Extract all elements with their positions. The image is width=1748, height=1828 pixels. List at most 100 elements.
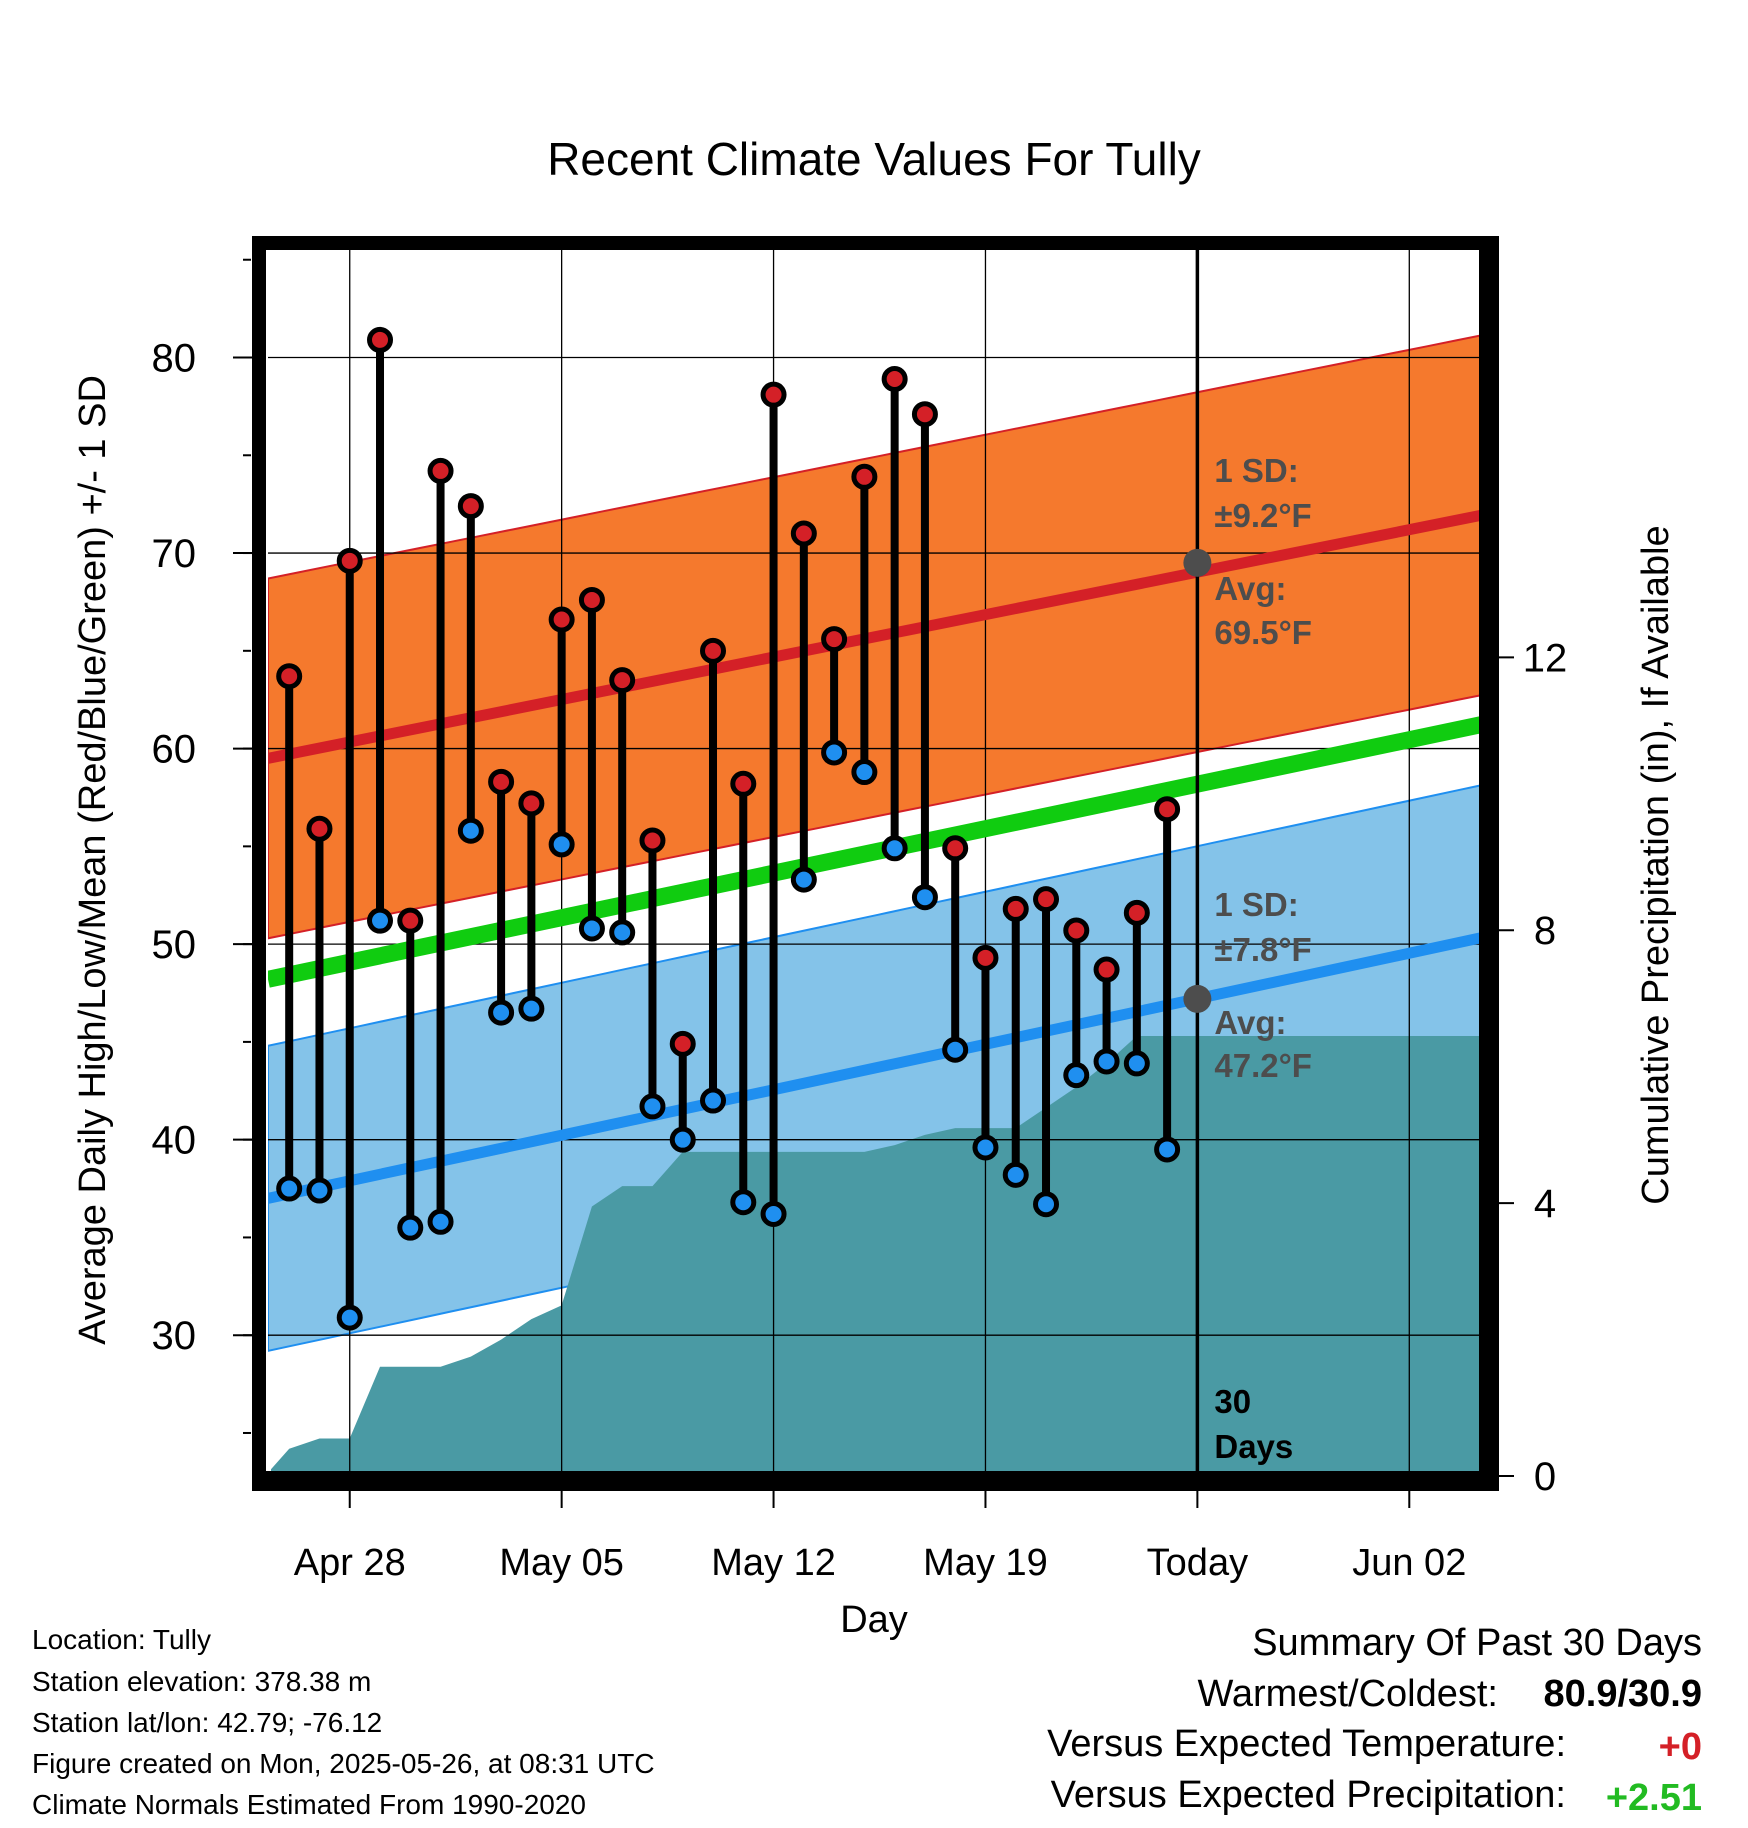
high-avg-label: Avg: — [1214, 570, 1286, 607]
daily-high-point — [972, 944, 999, 971]
daily-low-point — [639, 1093, 666, 1120]
plot-area: 1 SD: ±9.2°F Avg: 69.5°F 1 SD: ±7.8°F Avg: 47.2… — [152, 236, 1568, 1584]
daily-high-point — [518, 790, 545, 817]
daily-high-point — [367, 326, 394, 353]
daily-low-point — [609, 919, 636, 946]
x-tick-label: Jun 02 — [1352, 1542, 1466, 1584]
daily-low-point — [548, 831, 575, 858]
y-tick-label: 60 — [152, 728, 197, 772]
normal-mean-line — [268, 714, 1488, 988]
daily-high-point — [1033, 886, 1060, 913]
daily-low-point — [821, 739, 848, 766]
normal-low-line — [268, 930, 1488, 1204]
daily-low-point — [1002, 1161, 1029, 1188]
daily-low-point — [1154, 1136, 1181, 1163]
low-avg-marker — [1183, 984, 1212, 1013]
daily-low-point — [367, 907, 394, 934]
daily-low-point — [336, 1304, 363, 1331]
summary-warmest-value: 80.9/30.9 — [1543, 1673, 1702, 1715]
x-tick-label: Today — [1147, 1542, 1248, 1584]
y-tick-label: 40 — [152, 1119, 197, 1163]
daily-low-point — [1123, 1050, 1150, 1077]
daily-low-point — [881, 835, 908, 862]
info-created: Figure created on Mon, 2025-05-26, at 08… — [32, 1748, 655, 1779]
y-tick-label: 70 — [152, 532, 197, 576]
daily-low-point — [790, 866, 817, 893]
daily-low-point — [972, 1134, 999, 1161]
daily-high-point — [397, 907, 424, 934]
high-sd-value: ±9.2°F — [1214, 497, 1311, 534]
daily-low-point — [851, 759, 878, 786]
precip-area — [271, 1036, 1488, 1476]
daily-low-point — [578, 915, 605, 942]
x-tick-label: May 05 — [499, 1542, 624, 1584]
daily-high-point — [306, 815, 333, 842]
daily-high-point — [669, 1030, 696, 1057]
x-tick-label: May 19 — [923, 1542, 1048, 1584]
daily-low-point — [700, 1087, 727, 1114]
daily-low-point — [911, 884, 938, 911]
daily-low-point — [942, 1036, 969, 1063]
summary-precip-value: +2.51 — [1605, 1777, 1702, 1819]
high-avg-value: 69.5°F — [1214, 614, 1312, 651]
daily-high-point — [851, 463, 878, 490]
summary-warmest-label: Warmest/Coldest: — [1197, 1673, 1498, 1715]
daily-high-point — [1093, 956, 1120, 983]
y-tick-label: 50 — [152, 923, 197, 967]
y2-tick-label: 0 — [1534, 1455, 1556, 1499]
daily-high-point — [336, 547, 363, 574]
daily-low-point — [306, 1177, 333, 1204]
y2-tick-label: 8 — [1534, 909, 1556, 953]
daily-low-point — [669, 1126, 696, 1153]
info-location: Location: Tully — [32, 1624, 211, 1655]
x-tick-label: Apr 28 — [294, 1542, 406, 1584]
daily-low-point — [488, 999, 515, 1026]
daily-high-point — [911, 401, 938, 428]
daily-low-point — [276, 1175, 303, 1202]
daily-low-point — [760, 1200, 787, 1227]
daily-low-point — [518, 995, 545, 1022]
daily-high-point — [700, 637, 727, 664]
daily-high-point — [276, 663, 303, 690]
daily-high-point — [821, 626, 848, 653]
y-axis-label: Average Daily High/Low/Mean (Red/Blue/Gr… — [72, 375, 114, 1345]
summary-temp-value: +0 — [1658, 1726, 1702, 1768]
days-word: Days — [1214, 1428, 1293, 1465]
daily-low-point — [1093, 1048, 1120, 1075]
daily-high-point — [881, 366, 908, 393]
x-axis-label: Day — [840, 1599, 908, 1641]
daily-low-point — [1033, 1191, 1060, 1218]
daily-high-point — [760, 381, 787, 408]
daily-high-point — [1063, 917, 1090, 944]
summary-temp-label: Versus Expected Temperature: — [1047, 1723, 1566, 1765]
daily-low-point — [1063, 1062, 1090, 1089]
plot-content: 1 SD: ±9.2°F Avg: 69.5°F 1 SD: ±7.8°F Avg: 47.2… — [268, 248, 1488, 1476]
daily-high-point — [730, 770, 757, 797]
daily-low-point — [397, 1214, 424, 1241]
chart-title: Recent Climate Values For Tully — [547, 133, 1201, 185]
info-normals: Climate Normals Estimated From 1990-2020 — [32, 1789, 586, 1820]
daily-high-point — [1123, 899, 1150, 926]
daily-high-point — [457, 493, 484, 520]
daily-high-point — [639, 827, 666, 854]
x-tick-label: May 12 — [711, 1542, 836, 1584]
summary-heading: Summary Of Past 30 Days — [1252, 1622, 1702, 1664]
daily-low-point — [457, 817, 484, 844]
days-number: 30 — [1214, 1383, 1251, 1420]
y2-axis-label: Cumulative Precipitation (in), If Availa… — [1635, 525, 1677, 1204]
daily-high-point — [942, 835, 969, 862]
daily-low-point — [427, 1208, 454, 1235]
high-sd-label: 1 SD: — [1214, 452, 1298, 489]
low-avg-value: 47.2°F — [1214, 1047, 1312, 1084]
daily-high-point — [609, 667, 636, 694]
y-tick-label: 30 — [152, 1314, 197, 1358]
info-latlon: Station lat/lon: 42.79; -76.12 — [32, 1707, 383, 1738]
daily-high-point — [1002, 895, 1029, 922]
high-avg-marker — [1183, 548, 1212, 577]
y2-tick-label: 12 — [1523, 636, 1568, 680]
daily-high-point — [578, 586, 605, 613]
summary-precip-label: Versus Expected Precipitation: — [1050, 1774, 1566, 1816]
low-sd-label: 1 SD: — [1214, 886, 1298, 923]
daily-high-point — [790, 520, 817, 547]
